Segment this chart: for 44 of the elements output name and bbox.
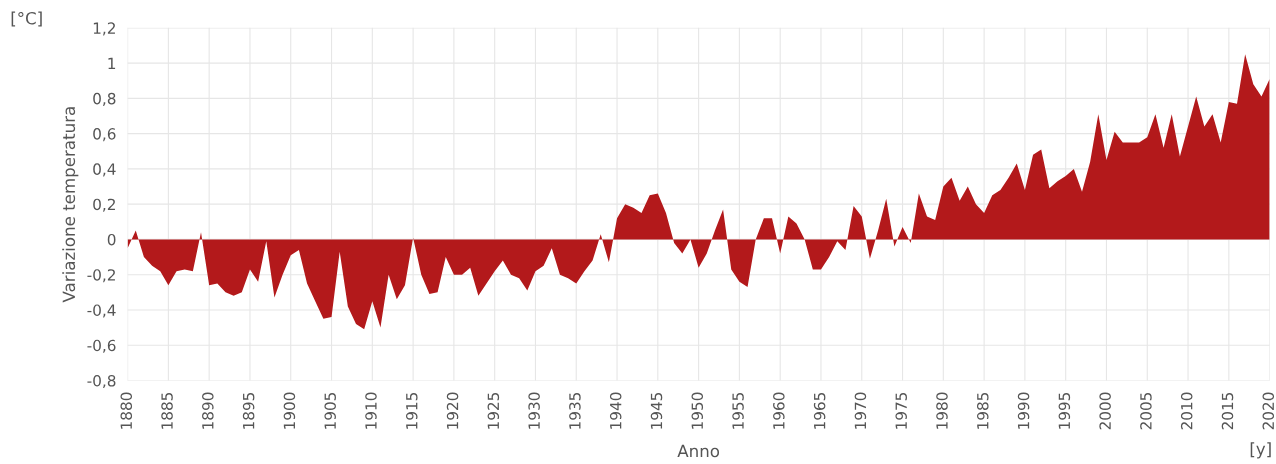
y-tick-label: 1	[108, 57, 116, 69]
x-tick-label: 1940	[609, 392, 622, 429]
x-tick-label: 1895	[242, 392, 255, 429]
y-tick-label: 0	[107, 233, 116, 246]
x-tick-label: 1995	[1058, 392, 1071, 429]
x-tick-label: 1985	[976, 392, 989, 429]
x-tick-label: 2020	[1262, 392, 1275, 430]
text: [y]	[1250, 442, 1271, 459]
x-tick-label: 1960	[773, 392, 785, 429]
x-tick-label: 2000	[1099, 392, 1111, 430]
x-tick-label: 1915	[405, 392, 418, 429]
y-tick-label: 0,4	[93, 163, 116, 177]
y-tick-label: 1,2	[93, 22, 115, 36]
x-tick-label: 2010	[1180, 392, 1193, 430]
x-tick-label: 1935	[569, 392, 581, 429]
x-tick-label: 1900	[283, 392, 296, 429]
y-tick-label: 0,6	[93, 128, 116, 142]
x-tick-label: 1965	[813, 392, 826, 429]
y-tick-label: -0,4	[87, 304, 116, 318]
x-tick-label: 1955	[732, 392, 744, 429]
x-tick-label: 1970	[854, 392, 867, 429]
x-tick-label: 2005	[1140, 392, 1152, 430]
y-tick-label: 0,2	[93, 198, 115, 212]
x-tick-label: 1890	[202, 392, 214, 429]
y-tick-label: -0,2	[87, 269, 115, 283]
text: [°C]	[11, 11, 42, 27]
x-tick-label: 1905	[324, 392, 336, 429]
y-tick-label: 0,8	[93, 92, 116, 106]
x-tick-label: 1880	[120, 392, 133, 429]
x-axis-title: Anno	[677, 444, 720, 458]
y-tick-label: -0,6	[87, 339, 116, 353]
x-tick-label: 1885	[161, 392, 173, 429]
y-axis-title: Variazione temperatura	[62, 107, 79, 303]
x-tick-label: 1990	[1017, 392, 1030, 429]
x-tick-label: 1920	[446, 392, 459, 429]
x-tick-label: 1930	[528, 392, 540, 429]
x-tick-label: 1925	[487, 392, 500, 429]
x-tick-label: 1975	[895, 392, 907, 429]
y-tick-label: -0,8	[87, 374, 116, 389]
x-tick-label: 1980	[936, 392, 948, 429]
x-tick-label: 2015	[1221, 392, 1234, 430]
x-tick-label: 1910	[365, 392, 377, 429]
x-tick-label: 1950	[691, 392, 704, 429]
x-tick-label: 1945	[650, 392, 663, 429]
